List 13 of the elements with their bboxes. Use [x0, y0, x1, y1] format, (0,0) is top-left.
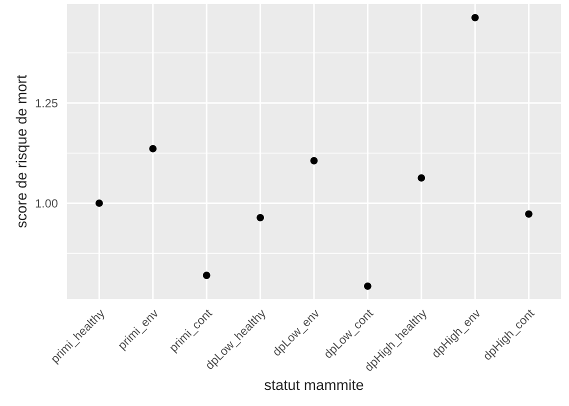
- point: [202, 272, 210, 280]
- point: [256, 214, 264, 222]
- point: [364, 282, 372, 290]
- point: [418, 174, 426, 182]
- point: [149, 145, 157, 152]
- y-axis-title: score de risque de mort: [16, 75, 30, 228]
- y-tick-label: 1.00: [36, 199, 58, 208]
- y-tick-label: 1.25: [36, 99, 58, 108]
- x-axis-title: statut mammite: [264, 379, 364, 390]
- point: [96, 200, 103, 207]
- point: [525, 210, 532, 218]
- point: [471, 14, 479, 22]
- point: [310, 157, 318, 164]
